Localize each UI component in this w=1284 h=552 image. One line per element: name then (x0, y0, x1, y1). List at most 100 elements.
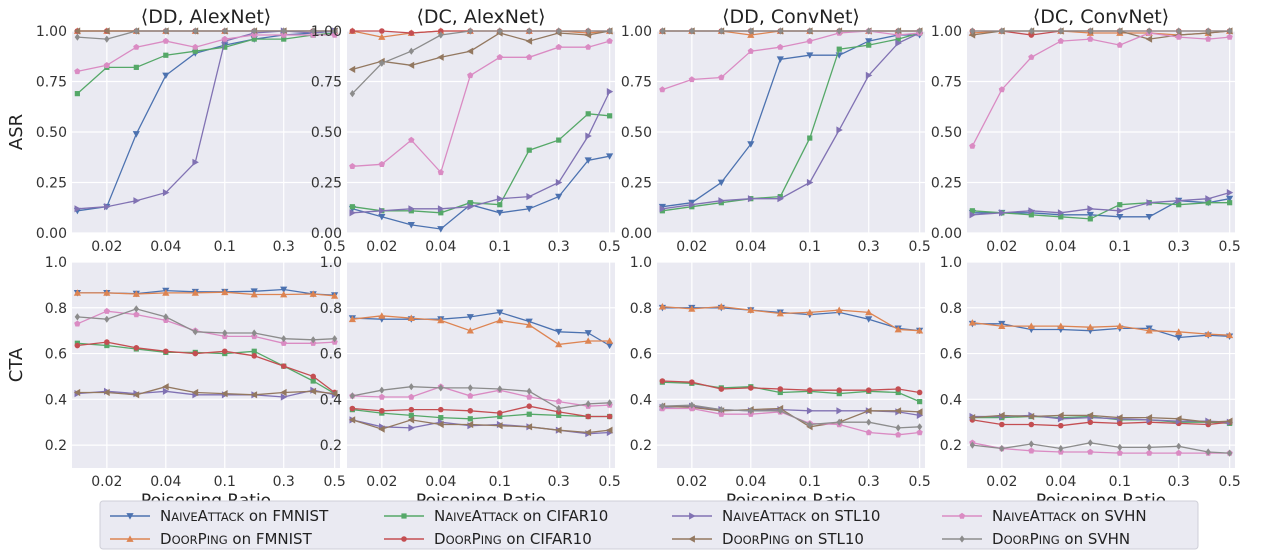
data-point (1205, 35, 1212, 42)
legend-marker (126, 513, 134, 520)
data-point (998, 86, 1005, 93)
y-tick-label: 0.2 (45, 438, 67, 454)
legend-label: NAIVEATTACK on FMNIST (160, 507, 329, 525)
data-point (280, 388, 287, 397)
series-doorping-on-svhn (349, 27, 613, 98)
series-line (352, 155, 610, 230)
series-line (77, 389, 335, 398)
data-point (689, 201, 696, 209)
data-point (309, 387, 317, 395)
data-point (438, 210, 444, 216)
x-tick-label: 0.04 (150, 474, 181, 490)
x-tick-label: 0.5 (324, 239, 346, 255)
series-doorping-on-svhn (74, 27, 338, 43)
subplot-1: 0.00 0.25 0.50 0.75 1.00 0.02 0.04 0.1 0.3 0.5 ⟨DD… (6, 6, 346, 255)
y-tick-label: 0.4 (320, 392, 342, 408)
data-point (1116, 414, 1123, 422)
y-tick-label: 1.0 (45, 255, 67, 271)
data-point (717, 179, 725, 187)
data-point (74, 320, 81, 327)
data-point (585, 27, 591, 35)
series-doorping-on-svhn (349, 383, 613, 413)
data-point (408, 383, 414, 391)
data-point (280, 290, 288, 298)
data-point (777, 389, 783, 396)
series-line (662, 32, 920, 210)
y-tick-label: 0.4 (630, 392, 652, 408)
data-point (1145, 327, 1153, 334)
data-point (999, 27, 1005, 35)
data-point (584, 337, 592, 344)
series-doorping-on-svhn (969, 439, 1233, 457)
data-point (132, 391, 140, 399)
data-point (349, 204, 355, 210)
data-point (250, 391, 258, 399)
x-tick-label: 0.02 (676, 474, 707, 490)
data-point (162, 189, 170, 197)
y-tick-label: 0.8 (630, 301, 652, 317)
data-point (999, 209, 1006, 217)
data-point (836, 387, 843, 393)
data-point (969, 211, 976, 219)
data-point (280, 31, 287, 38)
data-point (718, 386, 725, 392)
data-point (408, 424, 415, 432)
data-point (497, 202, 503, 208)
data-point (659, 27, 666, 35)
data-point (103, 307, 110, 314)
data-point (916, 27, 923, 35)
data-point (835, 306, 843, 313)
data-point (74, 68, 81, 75)
data-point (310, 336, 316, 344)
data-point (526, 387, 532, 395)
series-line (77, 34, 335, 73)
y-tick-label: 0.75 (931, 75, 962, 91)
data-point (1226, 33, 1233, 40)
data-point (1117, 443, 1123, 451)
series-line (77, 386, 335, 396)
data-point (747, 195, 755, 203)
y-tick-label: 0.4 (940, 392, 962, 408)
x-tick-label: 0.04 (735, 239, 766, 255)
data-point (467, 27, 473, 35)
x-tick-label: 0.04 (150, 239, 181, 255)
data-point (555, 426, 562, 434)
data-point (496, 209, 504, 217)
data-point (895, 36, 901, 42)
series-doorping-on-svhn (969, 27, 1233, 35)
series-line (972, 191, 1230, 216)
data-point (163, 313, 169, 321)
data-point (281, 36, 287, 42)
data-point (777, 27, 783, 35)
y-tick-label: 0.50 (621, 125, 652, 141)
data-point (407, 222, 415, 229)
series-line (662, 32, 920, 212)
data-point (280, 286, 288, 294)
data-point (689, 379, 695, 385)
y-tick-label: 1.0 (630, 255, 652, 271)
x-tick-label: 0.5 (1219, 239, 1241, 255)
data-point (1027, 322, 1035, 329)
data-point (777, 194, 783, 200)
data-point (408, 136, 415, 143)
y-tick-label: 0.25 (931, 176, 962, 192)
data-point (555, 340, 563, 348)
data-point (916, 327, 924, 334)
y-tick-label: 0.75 (311, 75, 342, 91)
x-tick-label: 0.3 (858, 239, 880, 255)
x-tick-label: 0.1 (489, 474, 511, 490)
data-point (1116, 207, 1124, 215)
data-point (192, 43, 199, 50)
data-point (348, 65, 356, 73)
data-point (865, 71, 873, 79)
series-doorping-on-fmnist (968, 319, 1234, 339)
data-point (526, 403, 533, 410)
x-tick-label: 0.04 (1045, 239, 1076, 255)
x-tick-label: 0.3 (1168, 474, 1190, 490)
x-tick-label: 0.5 (324, 474, 346, 490)
x-tick-label: 0.04 (425, 239, 456, 255)
data-point (103, 289, 111, 296)
data-point (162, 387, 170, 395)
data-point (777, 43, 784, 50)
data-point (836, 391, 842, 397)
